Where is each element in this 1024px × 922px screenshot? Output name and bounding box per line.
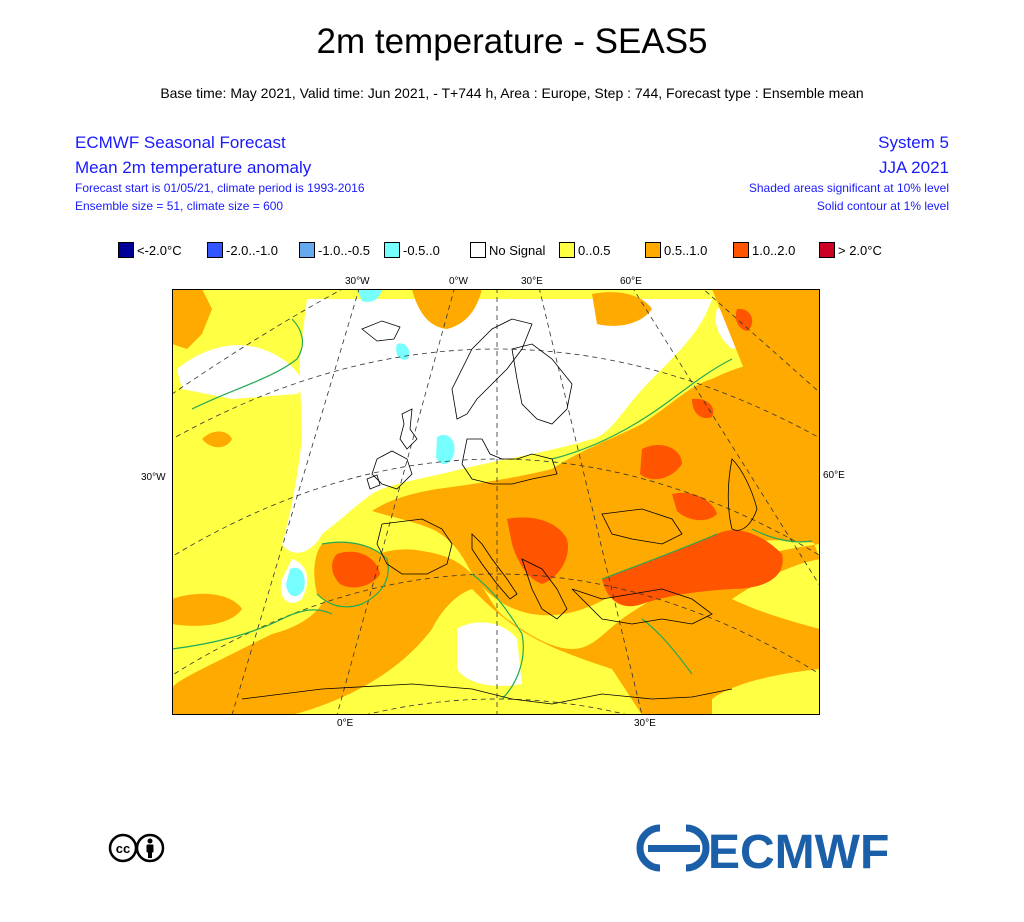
ecmwf-emblem-bar: [648, 845, 700, 852]
map-top-tick: 0°W: [449, 276, 468, 287]
legend-swatch: [118, 242, 134, 258]
legend-swatch: [819, 242, 835, 258]
legend-label: -0.5..0: [403, 242, 440, 258]
legend-label: -2.0..-1.0: [226, 242, 279, 258]
ecmwf-logo: ECMWF: [636, 824, 889, 874]
info-left-line2: Mean 2m temperature anomaly: [75, 158, 312, 177]
map-bottom-tick: 30°E: [634, 718, 656, 729]
legend-swatch: [559, 242, 575, 258]
legend-item: -2.0..-1.0: [207, 241, 278, 259]
map-area-warm: [592, 292, 652, 326]
map-area-hot: [602, 530, 783, 607]
info-left-line3: Forecast start is 01/05/21, climate peri…: [75, 181, 365, 195]
info-right-line1: System 5: [878, 133, 949, 152]
page-title: 2m temperature - SEAS5: [316, 22, 708, 61]
legend-item: > 2.0°C: [819, 241, 882, 259]
map-area-no-signal: [457, 622, 522, 686]
map-area-cool: [436, 434, 455, 465]
legend-item: 1.0..2.0: [733, 241, 795, 259]
legend-swatch: [384, 242, 400, 258]
map-area-hot: [507, 517, 568, 584]
map-area-warm: [172, 289, 820, 715]
legend-swatch: [207, 242, 223, 258]
legend-label: <-2.0°C: [137, 242, 182, 258]
legend-item: <-2.0°C: [118, 241, 182, 259]
map-area-hot: [332, 551, 380, 588]
info-left-line1: ECMWF Seasonal Forecast: [75, 133, 286, 152]
map-bottom-tick: 0°E: [337, 718, 354, 729]
legend-label: 1.0..2.0: [752, 242, 796, 258]
legend-item: 0.5..1.0: [645, 241, 707, 259]
ecmwf-emblem-icon: [636, 824, 710, 872]
map-area-hot: [640, 444, 682, 480]
map-area-hot: [692, 398, 714, 419]
info-right-line3: Shaded areas significant at 10% level: [748, 181, 949, 195]
legend-label: > 2.0°C: [838, 242, 882, 258]
legend-item: -0.5..0: [384, 241, 440, 259]
map-area-no-signal: [177, 345, 303, 399]
anomaly-map: [172, 289, 820, 715]
legend-label: No Signal: [489, 242, 546, 258]
map-frame: [172, 289, 820, 715]
map-area-hot: [672, 492, 717, 521]
coastlines: [241, 318, 758, 705]
ecmwf-wordmark: ECMWF: [708, 826, 889, 874]
legend-item: 0..0.5: [559, 241, 611, 259]
page-subtitle: Base time: May 2021, Valid time: Jun 202…: [160, 85, 864, 101]
info-right-line4: Solid contour at 1% level: [816, 199, 949, 213]
info-left-line4: Ensemble size = 51, climate size = 600: [75, 199, 284, 213]
map-top-tick: 30°E: [521, 276, 543, 287]
legend-label: 0..0.5: [578, 242, 611, 258]
info-right-line2: JJA 2021: [879, 158, 949, 177]
map-area-hot: [735, 308, 753, 331]
map-left-tick: 30°W: [141, 472, 166, 483]
legend-item: No Signal: [470, 241, 545, 259]
map-area-cool: [357, 289, 382, 302]
map-area-cool: [286, 567, 305, 597]
map-area-warm: [412, 289, 482, 329]
legend-swatch: [733, 242, 749, 258]
legend: <-2.0°C -2.0..-1.0 -1.0..-0.5 -0.5..0 No…: [118, 241, 918, 259]
map-top-tick: 60°E: [620, 276, 642, 287]
legend-label: -1.0..-0.5: [318, 242, 371, 258]
legend-swatch: [470, 242, 486, 258]
map-area-warm: [172, 289, 212, 349]
legend-label: 0.5..1.0: [664, 242, 708, 258]
map-top-tick: 30°W: [345, 276, 370, 287]
legend-item: -1.0..-0.5: [299, 241, 370, 259]
graticule: [172, 289, 820, 715]
significance-contours: [172, 318, 813, 700]
map-right-tick: 60°E: [823, 470, 845, 481]
svg-text:cc: cc: [116, 841, 130, 856]
map-area-warm: [172, 593, 242, 626]
legend-swatch: [299, 242, 315, 258]
legend-swatch: [645, 242, 661, 258]
cc-by-icon: cc: [108, 833, 165, 863]
map-area-warm: [202, 431, 232, 448]
